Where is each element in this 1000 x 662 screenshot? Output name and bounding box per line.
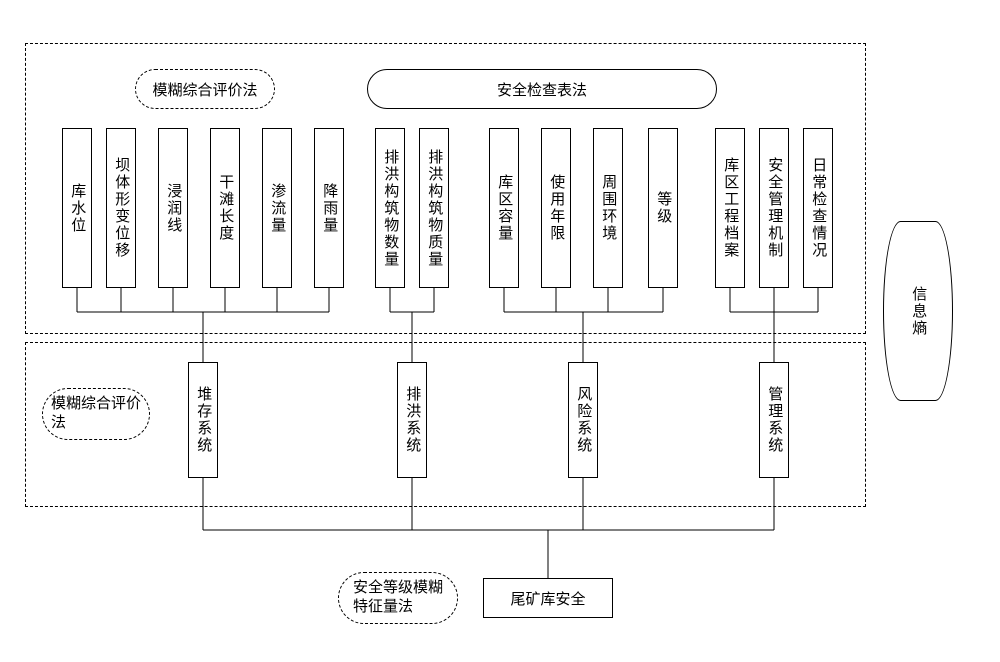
leaf5: 降雨量 <box>314 128 344 288</box>
diagram-stage: 库水位 坝体形变位移 浸润线 干滩长度 渗流量 降雨量 排洪构筑物数量 排洪构筑物质量 库区容量… <box>0 0 1000 662</box>
method-mid: 模糊综合评价法 <box>42 388 150 440</box>
leaf14: 日常检查情况 <box>803 128 833 288</box>
leaf4-label: 渗流量 <box>269 183 286 234</box>
sys1: 排洪系统 <box>397 362 427 478</box>
sys2: 风险系统 <box>568 362 598 478</box>
leaf0-label: 库水位 <box>69 183 86 234</box>
leaf1-label: 坝体形变位移 <box>113 157 130 259</box>
leaf9-label: 使用年限 <box>548 174 565 242</box>
leaf3-label: 干滩长度 <box>217 174 234 242</box>
sys0: 堆存系统 <box>188 362 218 478</box>
leaf12: 库区工程档案 <box>715 128 745 288</box>
leaf2: 浸润线 <box>158 128 188 288</box>
leaf5-label: 降雨量 <box>321 183 338 234</box>
entropy-lens: 信息熵 <box>883 221 953 401</box>
leaf7: 排洪构筑物质量 <box>419 128 449 288</box>
leaf14-label: 日常检查情况 <box>810 157 827 259</box>
leaf7-label: 排洪构筑物质量 <box>426 149 443 268</box>
leaf13: 安全管理机制 <box>759 128 789 288</box>
mid-dashed-group <box>25 342 866 507</box>
leaf3: 干滩长度 <box>210 128 240 288</box>
method-top-right-label: 安全检查表法 <box>497 79 587 100</box>
leaf1: 坝体形变位移 <box>106 128 136 288</box>
method-bottom: 安全等级模糊特征量法 <box>338 572 458 624</box>
sys3-label: 管理系统 <box>766 386 783 454</box>
leaf0: 库水位 <box>62 128 92 288</box>
leaf12-label: 库区工程档案 <box>722 157 739 259</box>
leaf11-label: 等级 <box>655 191 672 225</box>
method-top-left: 模糊综合评价法 <box>135 69 275 109</box>
leaf11: 等级 <box>648 128 678 288</box>
sys1-label: 排洪系统 <box>404 386 421 454</box>
leaf4: 渗流量 <box>262 128 292 288</box>
sys0-label: 堆存系统 <box>195 386 212 454</box>
leaf13-label: 安全管理机制 <box>766 157 783 259</box>
method-mid-label: 模糊综合评价法 <box>51 395 141 433</box>
sys2-label: 风险系统 <box>575 386 592 454</box>
leaf8-label: 库区容量 <box>496 174 513 242</box>
method-bottom-label: 安全等级模糊特征量法 <box>353 579 443 617</box>
leaf2-label: 浸润线 <box>165 183 182 234</box>
leaf10-label: 周围环境 <box>600 174 617 242</box>
method-top-left-label: 模糊综合评价法 <box>152 79 257 100</box>
root-box: 尾矿库安全 <box>483 578 613 618</box>
leaf9: 使用年限 <box>541 128 571 288</box>
leaf6-label: 排洪构筑物数量 <box>382 149 399 268</box>
entropy-lens-label: 信息熵 <box>910 286 927 337</box>
leaf8: 库区容量 <box>489 128 519 288</box>
root-box-label: 尾矿库安全 <box>510 588 585 609</box>
leaf6: 排洪构筑物数量 <box>375 128 405 288</box>
leaf10: 周围环境 <box>593 128 623 288</box>
method-top-right: 安全检查表法 <box>367 69 717 109</box>
sys3: 管理系统 <box>759 362 789 478</box>
